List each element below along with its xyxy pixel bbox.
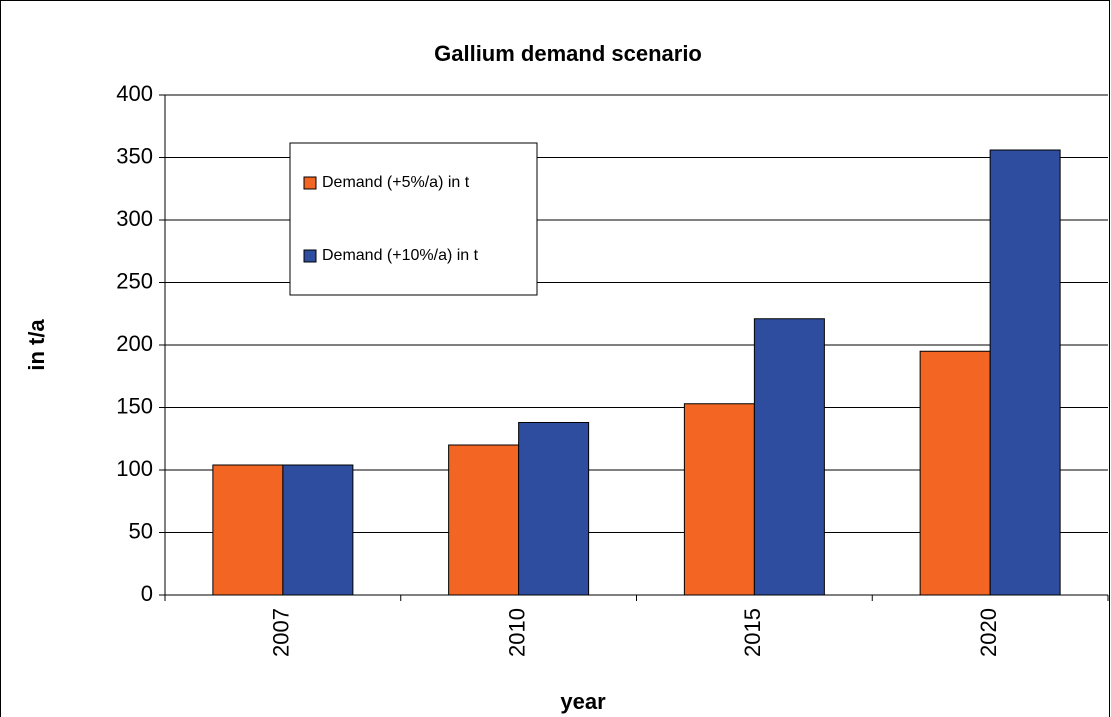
bar [212,464,284,596]
y-tick-label: 400 [116,81,153,106]
legend [289,142,538,296]
y-tick-label: 50 [129,518,153,543]
y-tick-label: 350 [116,143,153,168]
x-tick-label: 2015 [740,608,765,657]
y-tick-label: 0 [141,581,153,606]
chart-title: Gallium demand scenario [434,41,702,66]
bar [919,350,991,596]
bar [753,318,825,596]
x-tick-label: 2020 [976,608,1001,657]
bar [989,149,1061,596]
bar [282,464,354,596]
bar [448,444,520,596]
y-tick-label: 250 [116,268,153,293]
x-tick-label: 2010 [504,608,529,657]
bar [518,422,590,596]
y-tick-label: 200 [116,331,153,356]
y-tick-label: 150 [116,393,153,418]
x-tick-label: 2007 [269,608,294,657]
x-axis-label: year [560,689,606,714]
y-axis-label: in t/a [24,319,49,371]
legend-label: Demand (+5%/a) in t [322,174,470,191]
legend-swatch [303,176,317,190]
y-tick-label: 100 [116,456,153,481]
legend-label: Demand (+10%/a) in t [322,247,479,264]
legend-swatch [303,249,317,263]
bar [683,403,755,596]
y-tick-label: 300 [116,206,153,231]
